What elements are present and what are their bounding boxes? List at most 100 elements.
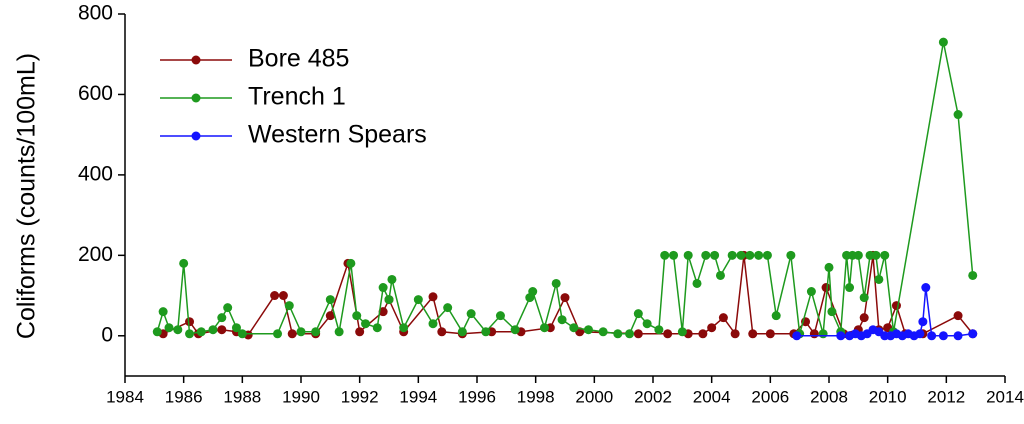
data-point [551,278,561,288]
data-point [510,325,520,335]
data-point [845,283,855,293]
data-point [871,250,881,260]
data-point [921,283,931,293]
data-point [152,327,162,337]
data-point [953,331,963,341]
data-point [669,250,679,260]
data-point [938,37,948,47]
data-point [164,323,174,333]
x-tick-label: 2004 [693,387,731,406]
data-point [372,323,382,333]
x-tick-label: 2010 [869,387,907,406]
x-tick-label: 1986 [165,387,203,406]
data-point [792,331,802,341]
x-tick-label: 2000 [575,387,613,406]
data-point [557,315,567,325]
data-point [736,250,746,260]
data-point [642,319,652,329]
data-point [625,329,635,339]
data-point [915,329,925,339]
data-point [715,270,725,280]
y-axis-label: Coliforms (counts/100mL) [13,53,41,339]
data-point [660,250,670,260]
data-point [217,313,227,323]
data-point [237,329,247,339]
data-point [727,250,737,260]
data-point [296,327,306,337]
data-point [701,250,711,260]
y-tick-label: 600 [78,82,113,105]
data-point [859,313,869,323]
data-point [346,258,356,268]
data-point [710,250,720,260]
x-tick-label: 1996 [458,387,496,406]
data-point [824,262,834,272]
data-point [352,311,362,321]
data-point [818,329,828,339]
data-point [836,331,846,341]
legend-label: Bore 485 [248,45,349,73]
data-point [718,313,728,323]
y-tick-label: 400 [78,162,113,185]
data-point [437,327,447,337]
data-point [560,293,570,303]
data-point [654,325,664,335]
data-point [953,311,963,321]
x-tick-label: 2008 [810,387,848,406]
y-tick-label: 0 [101,323,113,346]
data-point [443,303,453,313]
x-tick-label: 1988 [223,387,261,406]
data-point [223,303,233,313]
data-point [287,329,297,339]
data-point [378,307,388,317]
data-point [361,319,371,329]
data-point [663,329,673,339]
legend-label: Western Spears [248,121,427,149]
data-point [927,331,937,341]
y-tick-label: 800 [78,2,113,25]
data-point [384,295,394,305]
data-point [311,327,321,337]
data-point [539,323,549,333]
x-tick-label: 1994 [399,387,437,406]
data-point [748,329,758,339]
data-point [809,329,819,339]
data-point [859,293,869,303]
data-point [173,325,183,335]
data-point [428,292,438,302]
data-point [569,323,579,333]
data-point [278,291,288,301]
data-point [158,307,168,317]
x-tick-label: 2006 [751,387,789,406]
legend-label: Trench 1 [248,83,346,111]
data-point [208,325,218,335]
legend-marker [191,93,201,103]
data-point [325,311,335,321]
data-point [633,329,643,339]
data-point [495,311,505,321]
data-point [827,307,837,317]
x-tick-label: 1984 [106,387,144,406]
x-tick-label: 1992 [341,387,379,406]
data-point [771,311,781,321]
data-point [334,327,344,337]
data-point [428,319,438,329]
data-point [231,323,241,333]
x-tick-label: 1998 [517,387,555,406]
data-point [754,250,764,260]
data-point [273,329,283,339]
data-point [938,331,948,341]
data-point [762,250,772,260]
legend-marker [191,55,201,65]
data-point [806,287,816,297]
data-point [413,295,423,305]
data-point [880,250,890,260]
data-point [387,274,397,284]
data-point [325,295,335,305]
data-point [270,291,280,301]
data-point [481,327,491,337]
data-point [765,329,775,339]
data-point [853,250,863,260]
data-point [355,327,365,337]
